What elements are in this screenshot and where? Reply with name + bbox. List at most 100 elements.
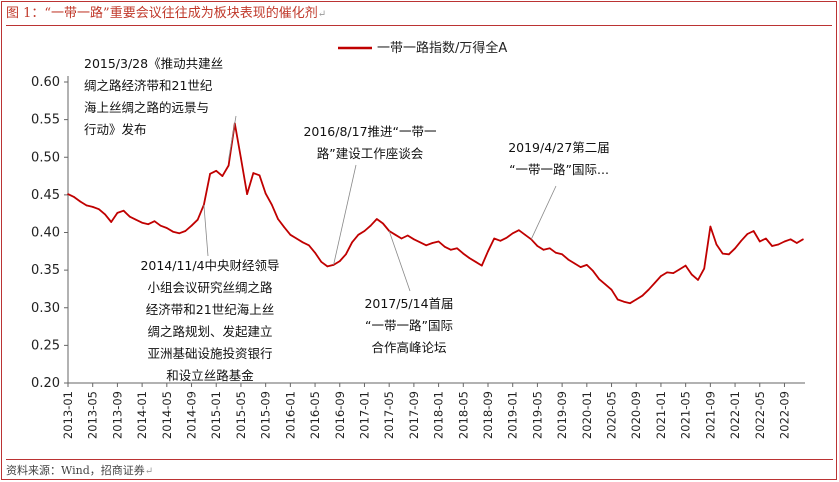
data-point [542,249,545,251]
x-tick-label: 2021-05 [679,391,693,439]
annotation-leader [228,115,237,160]
data-point [240,157,242,159]
data-point [252,172,255,174]
x-tick-label: 2018-09 [481,391,495,439]
data-point [536,245,539,247]
data-point [721,252,724,255]
data-point [85,204,88,207]
x-tick-label: 2019-01 [506,391,520,439]
annotation-2019-summit: 2019/4/27第二届 “一带一路”国际... [508,140,610,177]
data-point [654,282,656,284]
footer-divider [6,459,833,460]
y-tick-label: 0.40 [31,226,60,241]
data-point [598,278,600,281]
data-point [283,226,286,228]
data-point [196,218,199,221]
data-point [555,252,557,254]
data-point [326,265,329,268]
y-tick-label: 0.45 [31,188,60,203]
data-point [91,206,94,208]
y-tick-label: 0.60 [31,75,60,90]
data-point [166,227,168,229]
x-tick-label: 2016-09 [333,391,347,439]
x-tick-label: 2016-01 [283,391,297,439]
data-point [641,294,644,297]
data-point [660,275,662,277]
data-point [697,279,699,281]
annotation-leader [333,164,357,265]
annotation-leader [388,230,411,292]
data-point [301,241,304,244]
data-point [623,300,625,303]
data-point [431,242,434,244]
y-tick-label: 0.25 [31,338,60,353]
data-point [369,224,372,227]
data-point [691,273,693,276]
data-point [616,298,619,301]
data-point [264,192,267,195]
data-point [67,193,69,195]
y-tick-label: 0.50 [31,150,60,165]
data-point [209,173,211,175]
data-point [289,234,292,236]
data-point [777,243,780,246]
x-tick-label: 2020-05 [605,391,619,439]
data-point [104,213,106,216]
data-point [437,240,440,243]
data-point [419,241,421,244]
data-point [456,247,458,250]
figure-title: 图 1：“一带一路”重要会议往往成为板块表现的催化剂↵ [6,3,832,26]
legend-label: 一带一路指数/万得全A [377,40,507,56]
data-point [462,252,465,255]
x-tick-label: 2013-01 [61,391,75,439]
x-tick-label: 2015-01 [209,391,223,439]
x-tick-label: 2014-01 [135,391,149,439]
data-point [400,237,403,240]
data-point [789,238,792,241]
y-tick-label: 0.20 [31,376,60,391]
source-note: 资料来源：Wind，招商证券↵ [6,464,154,477]
data-point [110,221,112,223]
data-point [752,230,755,232]
data-point [147,223,150,225]
data-point [314,252,316,254]
data-point [73,196,75,198]
data-point [573,262,576,265]
x-tick-label: 2013-05 [86,391,100,439]
data-point [406,234,409,237]
x-tick-label: 2015-05 [234,391,248,439]
data-point [308,244,310,247]
data-point [511,232,514,235]
data-point [635,298,637,301]
data-point [153,220,156,222]
data-point [802,238,804,241]
data-point [190,224,193,227]
x-tick-label: 2022-09 [777,391,791,439]
data-point [376,218,378,220]
data-point [79,200,82,203]
data-point [796,242,798,244]
data-point [178,232,180,235]
data-point [339,260,341,262]
data-point [122,209,125,212]
data-point [493,237,496,240]
x-tick-label: 2020-09 [629,391,643,439]
data-point [246,193,248,195]
data-point [561,253,563,256]
annotation-2014-finance-meeting: 2014/11/4中央财经领导 小组会议研究丝绸之路 经济带和21世纪海上丝 绸… [140,258,280,383]
data-point [505,237,508,239]
data-point [277,218,279,220]
y-tick-label: 0.30 [31,301,60,316]
annotation-2017-summit: 2017/5/14首届 “一带一路”国际 合作高峰论坛 [364,296,454,355]
data-point [709,225,712,228]
data-point [765,237,767,240]
data-point [647,288,650,291]
data-point [684,264,687,267]
data-point [586,264,588,266]
data-point [549,247,551,250]
x-tick-label: 2019-09 [555,391,569,439]
data-point [425,244,428,247]
data-point [666,271,668,274]
x-tick-label: 2015-09 [259,391,273,439]
